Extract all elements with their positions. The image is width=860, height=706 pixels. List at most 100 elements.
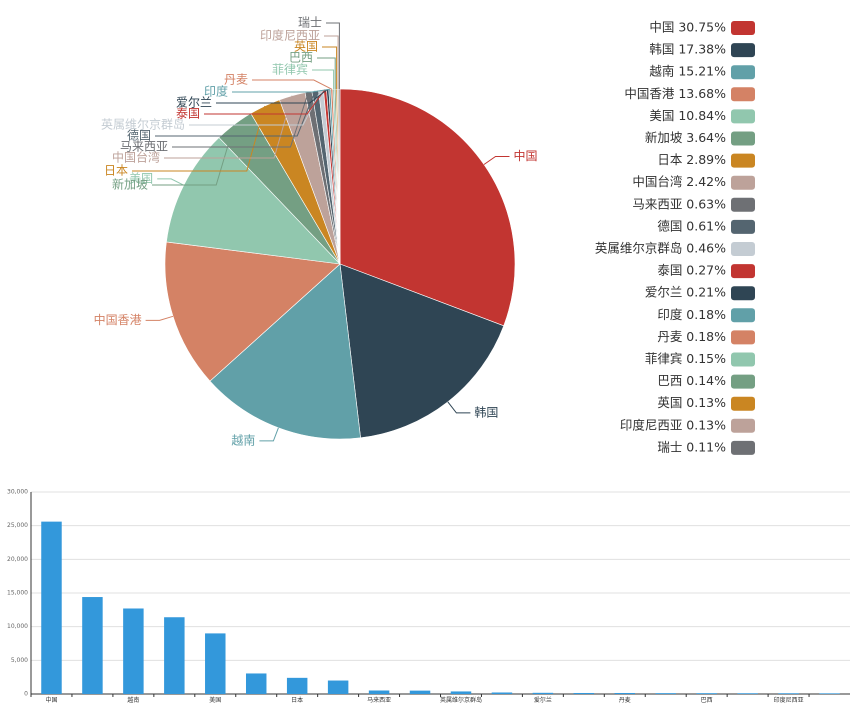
legend-item-0[interactable]: 中国 30.75% [649,20,755,36]
legend-item-4[interactable]: 美国 10.84% [649,108,755,124]
pie-label-line-19 [326,22,340,89]
pie-label-line-0 [483,156,510,165]
legend-swatch-1 [731,43,755,58]
legend-swatch-13 [731,308,755,323]
bar-6[interactable] [286,677,308,694]
bar-10[interactable] [450,691,472,694]
legend-label-5: 新加坡 3.64% [645,130,726,145]
y-tick-label-3: 15,000 [7,590,28,597]
legend-swatch-3 [731,87,755,102]
pie-label-line-6 [132,105,266,172]
y-tick-label-5: 25,000 [7,522,28,529]
pie-label-14: 丹麦 [224,73,248,87]
x-tick-label-0: 中国 [45,696,57,704]
legend-label-1: 韩国 17.38% [649,42,726,57]
bar-0[interactable] [41,521,62,694]
bar-8[interactable] [368,690,390,695]
pie-label-line-13 [232,88,330,93]
pie-label-18: 印度尼西亚 [260,28,320,43]
bar-16[interactable] [696,693,717,694]
legend-item-15[interactable]: 菲律宾 0.15% [645,351,755,367]
legend-swatch-12 [731,286,755,301]
legend-swatch-19 [731,440,755,455]
legend-swatch-11 [731,264,755,279]
pie-label-line-4 [157,178,184,186]
bar-14[interactable] [614,692,636,694]
bar-7[interactable] [327,680,349,694]
pie-label-line-18 [324,35,339,89]
x-tick-label-14: 丹麦 [619,696,631,704]
bar-19[interactable] [819,693,840,694]
legend-label-3: 中国香港 13.68% [624,86,726,101]
pie-label-line-9 [155,90,316,137]
bar-17[interactable] [737,693,758,694]
legend-item-18[interactable]: 印度尼西亚 0.13% [620,417,755,433]
pie-label-line-5 [152,124,235,186]
legend-item-16[interactable]: 巴西 0.14% [657,373,755,389]
bar-3[interactable] [164,617,185,694]
pie-label-line-2 [259,427,279,442]
y-tick-label-0: 0 [24,691,28,698]
pie-label-line-11 [204,89,326,115]
legend-item-12[interactable]: 爱尔兰 0.21% [645,285,755,301]
pie-label-6: 日本 [104,164,128,178]
bar-9[interactable] [409,690,431,694]
x-tick-label-12: 爱尔兰 [534,696,552,704]
pie-label-0: 中国 [514,148,538,163]
legend-label-19: 瑞士 0.11% [657,439,726,454]
pie-label-11: 泰国 [176,107,200,121]
legend-item-13[interactable]: 印度 0.18% [657,307,755,323]
bar-15[interactable] [655,693,676,694]
pie-label-17: 英国 [294,40,318,54]
bar-12[interactable] [532,692,554,694]
legend-item-11[interactable]: 泰国 0.27% [657,263,755,279]
x-tick-label-10: 英属维尔京群岛 [440,696,482,704]
legend-swatch-15 [731,352,755,367]
x-tick-label-8: 马来西亚 [367,696,391,704]
legend-item-10[interactable]: 英属维尔京群岛 0.46% [595,241,755,257]
legend-label-11: 泰国 0.27% [657,263,726,278]
bar-1[interactable] [82,597,103,694]
legend-item-1[interactable]: 韩国 17.38% [649,42,755,58]
legend-item-14[interactable]: 丹麦 0.18% [657,329,755,345]
legend-label-6: 日本 2.89% [657,152,726,167]
bar-2[interactable] [123,608,144,694]
legend-swatch-5 [731,131,755,146]
legend-item-9[interactable]: 德国 0.61% [657,218,755,234]
legend-item-8[interactable]: 马来西亚 0.63% [632,196,755,212]
legend-label-13: 印度 0.18% [657,307,726,322]
pie-slice-0[interactable] [339,88,516,327]
bar-11[interactable] [491,692,513,694]
legend-label-17: 英国 0.13% [657,395,726,410]
legend-item-2[interactable]: 越南 15.21% [649,64,755,80]
pie-label-2: 越南 [231,432,255,447]
pie-label-19: 瑞士 [298,16,322,30]
pie-label-line-17 [322,46,338,89]
legend-swatch-2 [731,65,755,80]
x-tick-label-4: 美国 [209,696,221,704]
legend-item-17[interactable]: 英国 0.13% [657,395,755,411]
x-tick-label-18: 印度尼西亚 [774,696,804,704]
legend-label-12: 爱尔兰 0.21% [645,285,726,300]
legend-label-4: 美国 10.84% [649,108,726,123]
bar-4[interactable] [205,633,226,694]
legend-label-16: 巴西 0.14% [657,373,726,388]
legend-item-19[interactable]: 瑞士 0.11% [657,439,755,455]
legend-label-9: 德国 0.61% [657,218,726,233]
pie-label-13: 印度 [204,84,228,99]
legend-item-3[interactable]: 中国香港 13.68% [624,86,755,102]
pie-label-7: 中国台湾 [112,150,160,165]
x-tick-label-16: 巴西 [701,697,713,704]
legend-item-7[interactable]: 中国台湾 2.42% [632,174,755,190]
legend-label-7: 中国台湾 2.42% [632,174,726,189]
bar-5[interactable] [245,673,267,694]
bar-13[interactable] [573,692,595,694]
legend-label-0: 中国 30.75% [649,20,726,35]
bar-18[interactable] [778,693,799,694]
pie-label-line-10 [189,89,322,126]
legend-item-5[interactable]: 新加坡 3.64% [645,130,755,146]
legend-item-6[interactable]: 日本 2.89% [657,152,755,168]
y-tick-label-4: 20,000 [7,556,28,563]
x-tick-label-2: 越南 [127,696,139,704]
